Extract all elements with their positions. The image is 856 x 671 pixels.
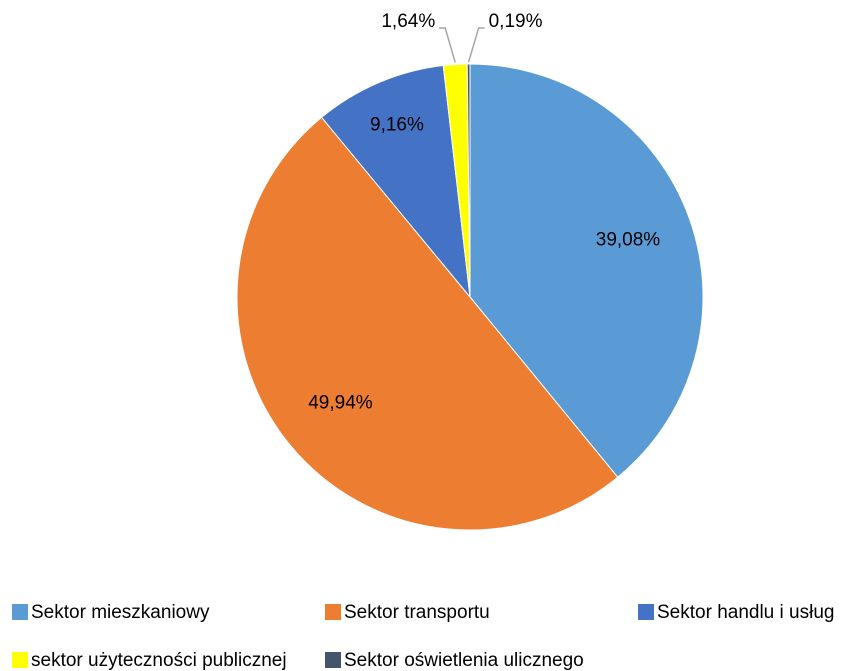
legend-label: Sektor transportu	[344, 602, 490, 623]
legend-swatch	[12, 604, 28, 620]
pie-slice	[320, 64, 471, 299]
legend-swatch	[325, 604, 341, 620]
data-label: 9,16%	[370, 115, 424, 136]
leader-line	[439, 27, 456, 63]
legend-swatch	[12, 652, 28, 668]
data-label: 0,19%	[489, 11, 543, 32]
leader-line	[467, 27, 485, 63]
legend-label: Sektor mieszkaniowy	[31, 602, 210, 623]
data-label: 1,64%	[381, 11, 435, 32]
pie-slice	[236, 116, 619, 531]
legend-label: Sektor oświetlenia ulicznego	[344, 650, 584, 671]
pie-slice	[469, 63, 704, 478]
legend-swatch	[325, 652, 341, 668]
pie-slice	[466, 63, 471, 298]
legend-swatch	[638, 604, 654, 620]
data-label: 49,94%	[308, 393, 373, 414]
data-label: 39,08%	[596, 230, 661, 251]
legend-label: Sektor handlu i usług	[657, 602, 834, 623]
legend-label: sektor użyteczności publicznej	[31, 650, 287, 671]
